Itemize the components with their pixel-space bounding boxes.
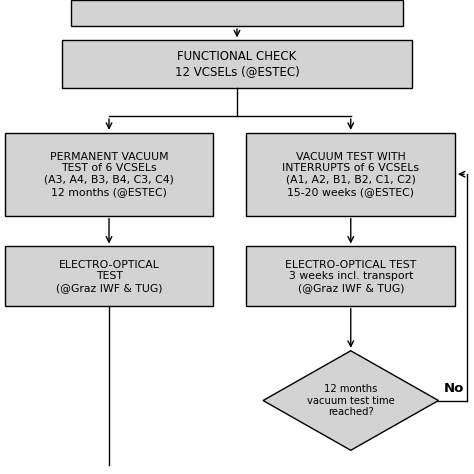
Text: No: No [444, 382, 465, 395]
FancyBboxPatch shape [62, 40, 412, 88]
Text: VACUUM TEST WITH
INTERRUPTS of 6 VCSELs
(A1, A2, B1, B2, C1, C2)
15-20 weeks (@E: VACUUM TEST WITH INTERRUPTS of 6 VCSELs … [282, 152, 419, 197]
FancyBboxPatch shape [246, 246, 455, 306]
Text: PERMANENT VACUUM
TEST of 6 VCSELs
(A3, A4, B3, B4, C3, C4)
12 months (@ESTEC): PERMANENT VACUUM TEST of 6 VCSELs (A3, A… [44, 152, 174, 197]
Polygon shape [263, 351, 438, 450]
FancyBboxPatch shape [5, 133, 213, 216]
Text: ELECTRO-OPTICAL TEST
3 weeks incl. transport
(@Graz IWF & TUG): ELECTRO-OPTICAL TEST 3 weeks incl. trans… [285, 259, 416, 293]
FancyBboxPatch shape [5, 246, 213, 306]
Text: FUNCTIONAL CHECK
12 VCSELs (@ESTEC): FUNCTIONAL CHECK 12 VCSELs (@ESTEC) [174, 50, 300, 78]
Text: ELECTRO-OPTICAL
TEST
(@Graz IWF & TUG): ELECTRO-OPTICAL TEST (@Graz IWF & TUG) [56, 259, 162, 293]
FancyBboxPatch shape [71, 0, 403, 26]
FancyBboxPatch shape [246, 133, 455, 216]
Text: 12 months
vacuum test time
reached?: 12 months vacuum test time reached? [307, 384, 395, 417]
